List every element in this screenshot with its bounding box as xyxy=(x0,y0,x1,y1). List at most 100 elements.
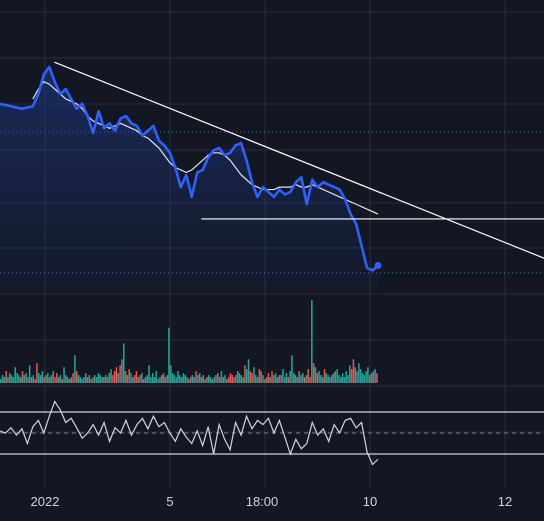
volume-bar xyxy=(18,375,20,383)
last-price-marker xyxy=(374,262,382,269)
volume-bar xyxy=(184,375,186,383)
volume-bar xyxy=(320,375,322,383)
volume-bar xyxy=(247,359,250,383)
volume-bar xyxy=(132,377,134,383)
volume-bar xyxy=(334,371,337,383)
volume-bar xyxy=(68,379,71,383)
x-tick-label: 10 xyxy=(363,494,377,509)
volume-bar xyxy=(170,365,172,383)
volume-bar xyxy=(349,365,351,383)
volume-bar xyxy=(235,375,237,383)
volume-bar xyxy=(153,377,156,383)
volume-bar xyxy=(34,379,36,383)
volume-bar xyxy=(186,377,188,383)
volume-bar xyxy=(146,375,149,383)
volume-bar xyxy=(61,379,63,383)
volume-bar xyxy=(359,369,362,383)
volume-bar xyxy=(75,371,78,383)
volume-bar xyxy=(200,377,203,383)
volume-bar xyxy=(41,371,44,383)
volume-bar xyxy=(88,375,91,383)
x-tick-label: 12 xyxy=(498,494,512,509)
volume-bar xyxy=(59,375,62,383)
volume-bar xyxy=(255,375,257,383)
volume-bar xyxy=(242,377,244,383)
volume-bar xyxy=(9,373,11,383)
volume-bar xyxy=(267,373,270,383)
volume-bar xyxy=(325,373,328,383)
volume-bar xyxy=(193,377,196,383)
volume-bar xyxy=(188,379,190,383)
x-tick-label: 18:00 xyxy=(246,494,279,509)
volume-bar xyxy=(99,375,101,383)
volume-bar xyxy=(52,371,54,383)
volume-bar xyxy=(168,327,170,383)
volume-bar xyxy=(39,375,42,383)
volume-bar xyxy=(291,355,293,383)
volume-bar xyxy=(108,373,111,383)
volume-bar xyxy=(340,377,342,383)
volume-bar xyxy=(104,375,107,383)
volume-bar xyxy=(95,377,98,383)
volume-bar xyxy=(195,371,197,383)
volume-bar xyxy=(77,375,80,383)
volume-bar xyxy=(211,379,214,383)
volume-bar xyxy=(213,377,215,383)
volume-bar xyxy=(97,373,100,383)
volume-bar xyxy=(229,373,232,383)
volume-bar xyxy=(151,373,154,383)
volume-bar xyxy=(278,375,281,383)
volume-bar xyxy=(179,375,181,383)
volume-bar xyxy=(45,375,47,383)
volume-bar xyxy=(182,373,185,383)
volume-bar xyxy=(264,379,266,383)
volume-bar xyxy=(85,373,87,383)
volume-bar xyxy=(112,375,114,383)
volume-bar xyxy=(227,377,230,383)
volume-bar xyxy=(65,375,67,383)
volume-bar xyxy=(314,367,317,383)
volume-bar xyxy=(7,377,9,383)
volume-bar xyxy=(222,377,224,383)
volume-bar xyxy=(365,371,367,383)
volume-bar xyxy=(341,373,344,383)
volume-bar xyxy=(293,373,295,383)
volume-bar xyxy=(265,377,268,383)
volume-bar xyxy=(329,377,331,383)
volume-bar xyxy=(217,373,219,383)
volume-bar xyxy=(316,373,319,383)
volume-bar xyxy=(5,371,7,383)
volume-bar xyxy=(144,377,147,383)
volume-bar xyxy=(285,373,288,383)
volume-bar xyxy=(367,367,369,383)
volume-bar xyxy=(191,375,194,383)
volume-bar xyxy=(139,375,141,383)
x-tick-label: 2022 xyxy=(31,494,60,509)
volume-bar xyxy=(70,377,73,383)
volume-bar xyxy=(330,375,333,383)
volume-bar xyxy=(160,375,163,383)
descending-trendline[interactable] xyxy=(54,61,544,259)
volume-bar xyxy=(101,377,103,383)
volume-bar xyxy=(240,375,243,383)
volume-bar xyxy=(3,377,6,383)
volume-bar xyxy=(238,373,241,383)
volume-bar xyxy=(141,373,143,383)
volume-bar xyxy=(157,379,159,383)
volume-bar xyxy=(50,375,53,383)
volume-bar xyxy=(368,375,371,383)
volume-bar xyxy=(27,377,29,383)
volume-bar xyxy=(14,367,16,383)
volume-bar xyxy=(207,375,210,383)
volume-bar xyxy=(273,375,275,383)
volume-bar xyxy=(363,375,366,383)
volume-bar xyxy=(103,377,105,383)
volume-bar xyxy=(66,377,69,383)
x-tick-label: 5 xyxy=(166,494,173,509)
volume-bar xyxy=(226,379,228,383)
volume-bar xyxy=(171,373,174,383)
volume-bar xyxy=(338,375,340,383)
volume-bar xyxy=(47,373,49,383)
